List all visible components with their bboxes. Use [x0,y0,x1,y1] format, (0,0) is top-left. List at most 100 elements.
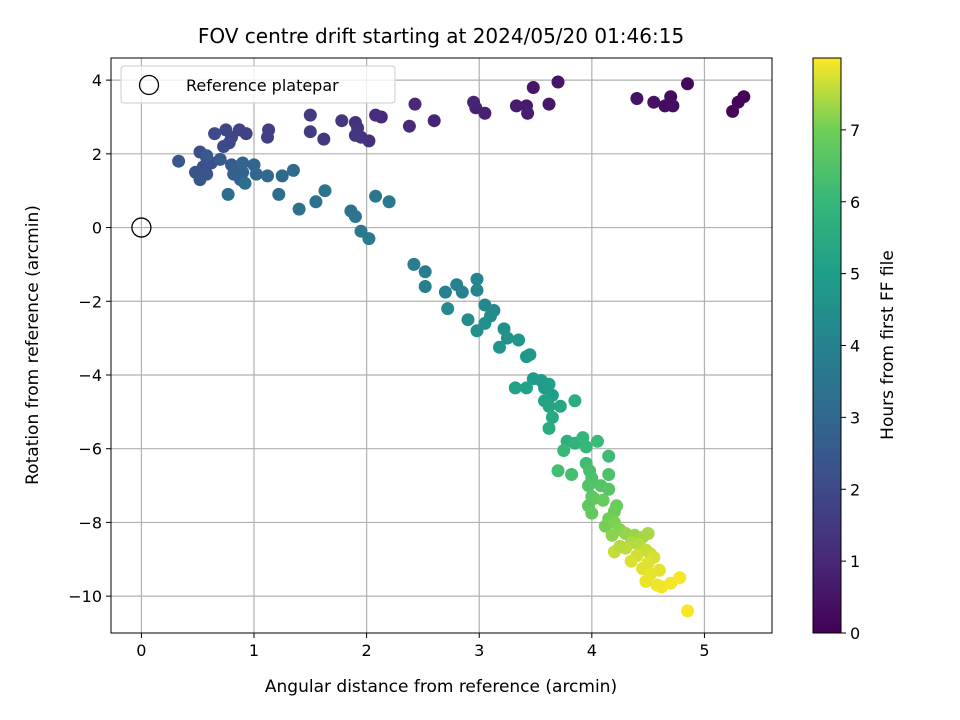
scatter-point [362,232,376,246]
scatter-point [418,280,432,293]
legend-box [120,65,396,104]
x-tick-label: 5 [699,641,709,660]
scatter-point [470,283,484,297]
scatter-point [565,468,579,481]
scatter-point [408,97,422,111]
scatter-point [335,114,349,128]
scatter-point [407,257,421,271]
colorbar-gradient [812,57,842,634]
legend-label-reference: Reference platepar [186,76,339,95]
scatter-point [602,449,616,463]
scatter-point [303,108,317,122]
scatter-point [348,210,362,223]
scatter-point [286,163,300,177]
scatter-point [292,202,306,216]
scatter-point [681,77,694,91]
reference-platepar-marker [131,217,152,238]
legend-marker-reference [138,74,160,96]
scatter-point [208,127,222,141]
scatter-point [512,333,526,347]
scatter-point [630,92,644,105]
scatter-point [605,528,619,542]
x-tick-label: 4 [587,641,597,660]
scatter-point [427,114,441,128]
plot-frame [110,57,773,634]
scatter-point [568,394,582,408]
scatter-point [369,108,383,122]
scatter-point [542,377,556,391]
scatter-point [557,444,571,457]
legend: Reference platepar [120,65,396,104]
scatter-point [639,574,653,588]
y-tick-label: −6 [78,440,102,459]
scatter-point [647,95,661,109]
scatter-point [275,169,289,183]
y-tick-label: −4 [78,366,102,385]
colorbar-tick-label: 4 [850,337,860,356]
scatter-point [309,195,323,209]
scatter-point [579,440,593,454]
scatter-point [500,331,514,345]
scatter-point [673,571,687,585]
y-tick-label: −10 [68,587,102,606]
colorbar-tick-label: 3 [850,408,860,427]
scatter-points [172,75,751,618]
scatter-point [520,381,533,395]
scatter-point [221,187,235,201]
scatter-point [217,140,231,153]
scatter-point [369,189,383,203]
scatter-point [272,187,286,201]
x-tick-label: 2 [362,641,372,660]
colorbar-label: Hours from first FF file [878,250,898,440]
grid-lines [111,58,772,633]
scatter-point [402,119,416,133]
scatter-point [641,527,655,540]
scatter-point [261,169,274,183]
scatter-point [261,130,274,144]
scatter-point [596,493,610,507]
scatter-point [238,176,252,190]
scatter-point [582,479,595,493]
scatter-point [200,149,214,163]
scatter-point [461,313,475,327]
scatter-point [523,348,537,362]
scatter-point [551,75,565,89]
scatter-point [236,156,250,170]
scatter-point [219,123,233,137]
scatter-point [470,272,484,286]
scatter-point [318,184,332,198]
scatter-point [455,285,469,299]
scatter-point [193,173,207,187]
y-tick-label: 2 [92,145,102,164]
scatter-point [493,340,506,354]
scatter-point [585,506,599,520]
y-tick-label: 4 [92,71,102,90]
scatter-point [418,265,432,279]
scatter-point [551,464,565,478]
colorbar-tick-label: 7 [850,121,860,140]
scatter-point [348,128,362,142]
scatter-point [317,132,331,146]
scatter-point [542,97,556,111]
y-tick-label: 0 [92,219,102,238]
x-tick-label: 0 [136,641,146,660]
x-axis-ticks: 0 1 2 3 4 5 [136,633,710,660]
x-tick-label: 3 [474,641,484,660]
colorbar-tick-label: 0 [850,624,860,643]
scatter-point [526,81,540,94]
scatter-point [624,554,638,568]
scatter-point [303,125,317,139]
x-axis-label: Angular distance from reference (arcmin) [265,677,617,697]
scatter-point [213,152,227,166]
colorbar-tick-label: 1 [850,552,860,571]
scatter-point [666,99,680,113]
scatter-point [521,106,535,120]
scatter-point [172,154,186,168]
x-tick-label: 1 [249,641,259,660]
scatter-point [681,604,694,618]
scatter-point [470,324,484,338]
scatter-point [508,381,522,395]
y-tick-label: −8 [78,513,102,532]
